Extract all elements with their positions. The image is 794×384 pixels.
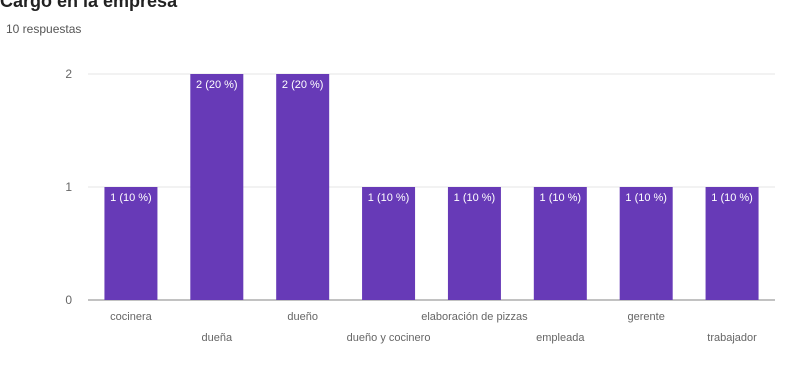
bar [619,187,673,300]
x-tick-label: dueño [287,311,318,323]
data-label: 1 (10 %) [368,192,410,204]
data-label: 1 (10 %) [711,192,753,204]
y-tick-label: 0 [65,293,72,307]
bar [362,187,416,300]
bar [447,187,501,300]
response-count: 10 respuestas [6,22,82,36]
bar [705,187,759,300]
question-title-clipped: Cargo en la empresa [0,0,794,12]
data-label: 1 (10 %) [540,192,582,204]
x-tick-label: gerente [628,311,665,323]
data-label: 1 (10 %) [625,192,667,204]
data-label: 1 (10 %) [454,192,496,204]
x-tick-label: trabajador [707,332,757,344]
data-label: 1 (10 %) [110,192,152,204]
data-label: 2 (20 %) [196,79,238,91]
question-title: Cargo en la empresa [0,0,178,11]
y-tick-label: 2 [65,67,72,81]
data-label: 2 (20 %) [282,79,324,91]
bar [533,187,587,300]
x-tick-label: elaboración de pizzas [421,311,528,323]
x-tick-label: empleada [536,332,585,344]
y-tick-label: 1 [65,180,72,194]
x-tick-label: dueño y cocinero [347,332,431,344]
x-tick-label: dueña [202,332,233,344]
bar [190,74,244,300]
x-tick-label: cocinera [110,311,152,323]
bar [276,74,330,300]
bar [104,187,158,300]
